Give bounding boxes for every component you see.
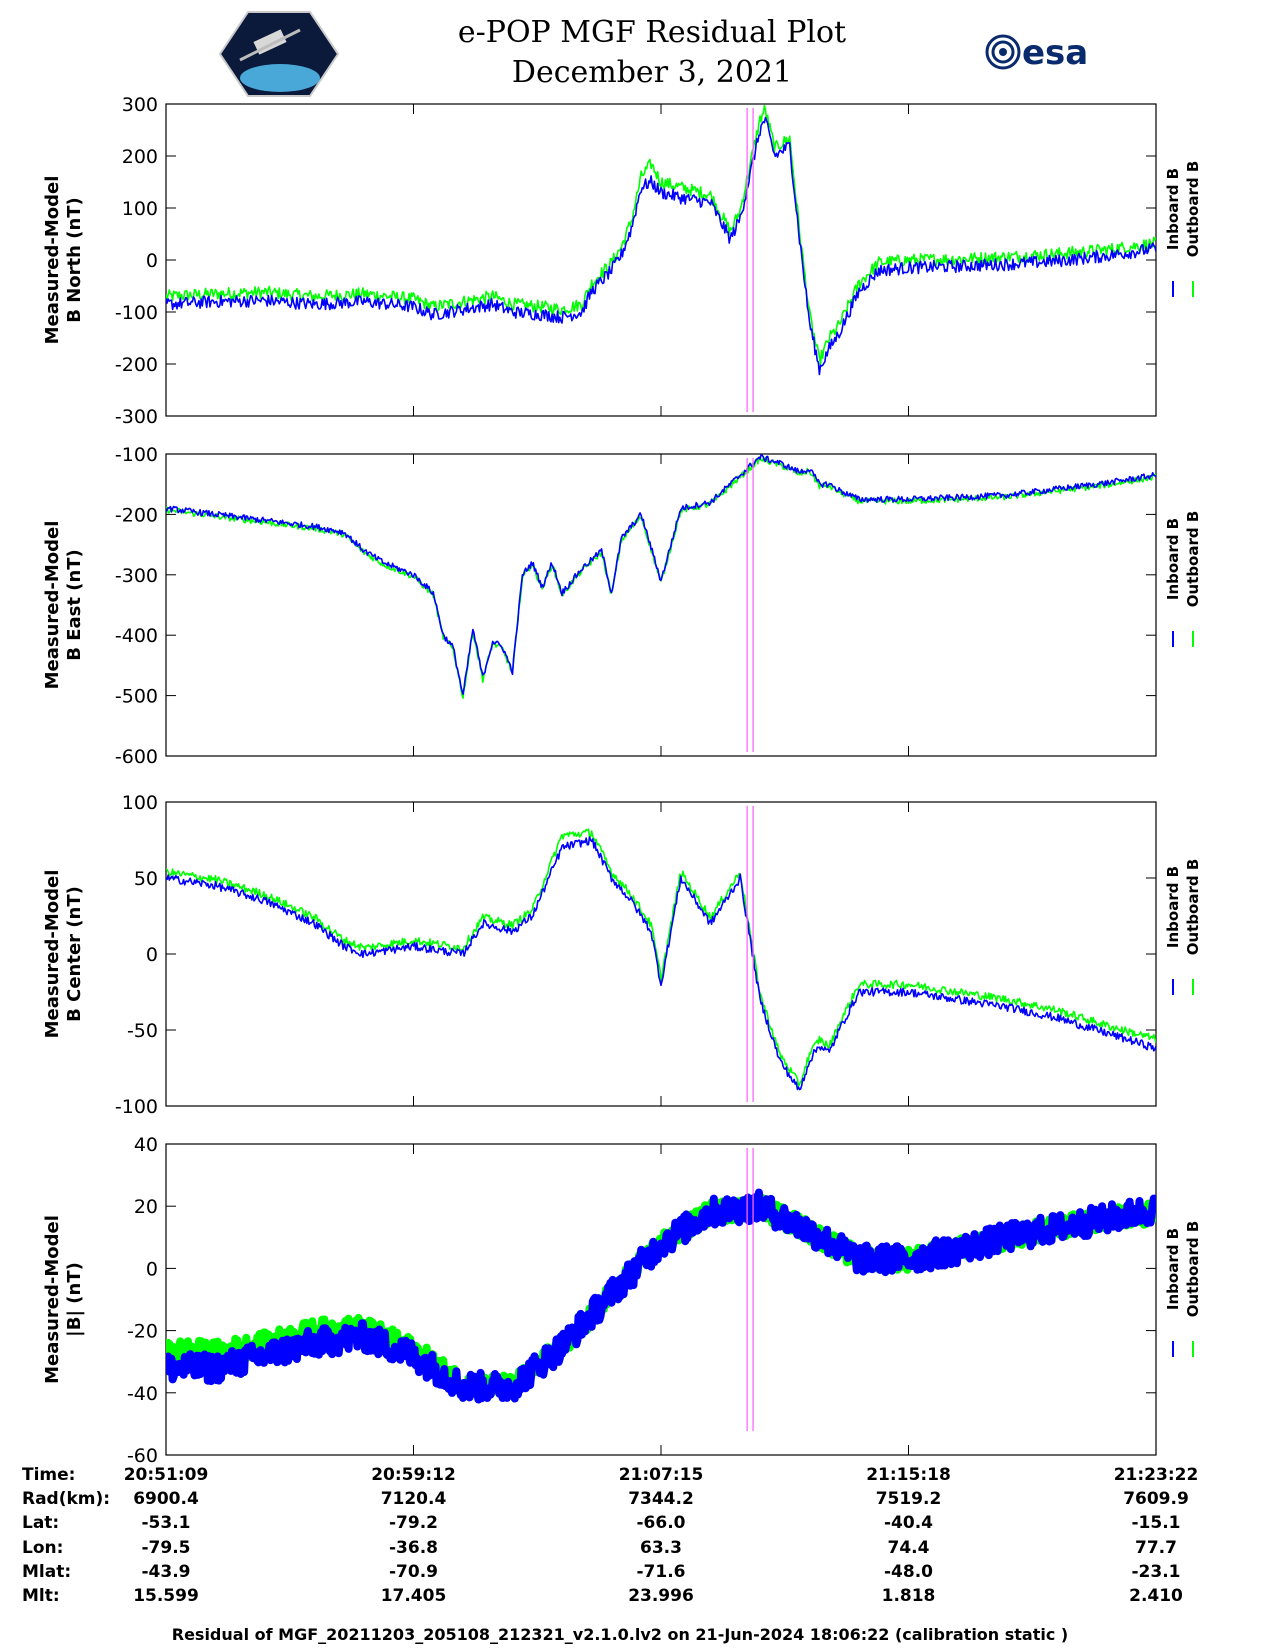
- info-cell: -23.1: [1132, 1562, 1181, 1582]
- info-cell: -15.1: [1132, 1513, 1181, 1533]
- info-cell: 21:07:15: [619, 1465, 704, 1485]
- y-axis-label-line2: B North (nT): [64, 197, 85, 323]
- info-cell: 21:15:18: [866, 1465, 951, 1485]
- info-cell: 23.996: [628, 1586, 694, 1606]
- figure-title-line2: December 3, 2021: [512, 55, 792, 90]
- y-axis-label-line1: Measured-Model: [42, 1215, 63, 1384]
- plot-frame: [165, 453, 1157, 757]
- info-cell: 2.410: [1129, 1586, 1183, 1606]
- info-cell: 74.4: [888, 1538, 930, 1558]
- info-cell: -40.4: [884, 1513, 933, 1533]
- legend-inboard-label: Inboard B: [1164, 168, 1182, 250]
- info-cell: -70.9: [389, 1562, 438, 1582]
- legend-outboard-label: Outboard B: [1184, 511, 1202, 608]
- y-tick-label: -60: [127, 1445, 158, 1467]
- info-row-label: Rad(km):: [22, 1489, 110, 1509]
- esa-logo: esa: [985, 33, 1088, 73]
- info-cell: 17.405: [381, 1586, 447, 1606]
- info-cell: -36.8: [389, 1538, 438, 1558]
- y-tick-label: -400: [115, 625, 158, 647]
- series-line-inboard: [166, 1188, 1156, 1404]
- y-tick-label: -100: [115, 1096, 158, 1118]
- y-tick-label: 100: [122, 198, 158, 220]
- series-line-inboard: [166, 454, 1156, 695]
- figure-title-line1: e-POP MGF Residual Plot: [458, 15, 846, 50]
- legend-inboard-label: Inboard B: [1164, 518, 1182, 600]
- y-tick-label: -300: [115, 565, 158, 587]
- info-cell: 21:23:22: [1114, 1465, 1199, 1485]
- info-row-label: Time:: [22, 1465, 75, 1485]
- y-axis-label-line1: Measured-Model: [42, 521, 63, 690]
- chart-panel-1: 300 200 100 0 -100 -200 -300 Measured-Model B No…: [42, 94, 1202, 428]
- y-tick-label: 0: [146, 944, 158, 966]
- epop-mission-logo: [218, 11, 340, 97]
- chart-panel-3: 100 50 0 -50 -100 Measured-Model B Center (nT)…: [42, 792, 1202, 1118]
- y-axis-label-line1: Measured-Model: [42, 176, 63, 345]
- info-cell: 20:51:09: [124, 1465, 209, 1485]
- info-cell: -48.0: [884, 1562, 933, 1582]
- y-axis-label-line1: Measured-Model: [42, 870, 63, 1039]
- info-row-label: Mlt:: [22, 1586, 60, 1606]
- plot-frame: [165, 801, 1157, 1107]
- y-tick-label: -300: [115, 406, 158, 428]
- y-tick-label: 0: [146, 250, 158, 272]
- info-cell: -79.2: [389, 1513, 438, 1533]
- info-cell: -53.1: [142, 1513, 191, 1533]
- y-axis-label-line2: |B| (nT): [64, 1262, 85, 1337]
- y-tick-label: -20: [127, 1321, 158, 1343]
- y-tick-label: 200: [122, 146, 158, 168]
- y-tick-label: 40: [134, 1134, 158, 1156]
- info-cell: -43.9: [142, 1562, 191, 1582]
- info-cell: -79.5: [142, 1538, 191, 1558]
- plot-frame: [165, 1143, 1157, 1456]
- chart-panel-2: -100 -200 -300 -400 -500 -600 Measured-Model B …: [42, 444, 1202, 768]
- legend-inboard-label: Inboard B: [1164, 1228, 1182, 1310]
- info-cell: 77.7: [1135, 1538, 1177, 1558]
- esa-logo-text: esa: [1022, 33, 1088, 73]
- y-axis-label-line2: B Center (nT): [64, 886, 85, 1022]
- series-line-outboard: [166, 828, 1156, 1087]
- y-tick-label: -50: [127, 1020, 158, 1042]
- y-tick-label: -600: [115, 746, 158, 768]
- y-tick-label: -40: [127, 1383, 158, 1405]
- series-line-inboard: [166, 116, 1156, 376]
- y-tick-label: 0: [146, 1258, 158, 1280]
- series-line-inboard: [166, 836, 1156, 1091]
- info-cell: 7519.2: [876, 1489, 942, 1509]
- y-axis-label-line2: B East (nT): [64, 549, 85, 661]
- info-cell: 6900.4: [133, 1489, 199, 1509]
- legend-outboard-label: Outboard B: [1184, 1221, 1202, 1318]
- info-cell: -66.0: [637, 1513, 686, 1533]
- info-cell: 7120.4: [381, 1489, 447, 1509]
- series-line-outboard: [166, 104, 1156, 366]
- info-row-label: Mlat:: [22, 1562, 71, 1582]
- info-cell: 7609.9: [1123, 1489, 1189, 1509]
- y-tick-label: 300: [122, 94, 158, 116]
- info-row-label: Lon:: [22, 1538, 63, 1558]
- info-cell: 63.3: [640, 1538, 682, 1558]
- esa-swirl-icon: [985, 34, 1021, 70]
- info-cell: 1.818: [882, 1586, 936, 1606]
- y-tick-label: 50: [134, 868, 158, 890]
- y-tick-label: -100: [115, 444, 158, 466]
- chart-panel-4: 40 20 0 -20 -40 -60 Measured-Model |B| (nT) Inbo…: [42, 1134, 1202, 1467]
- footer-caption: Residual of MGF_20211203_205108_212321_v…: [172, 1625, 1068, 1644]
- info-cell: 20:59:12: [371, 1465, 456, 1485]
- info-cell: 7344.2: [628, 1489, 694, 1509]
- y-tick-label: 100: [122, 792, 158, 814]
- legend-outboard-label: Outboard B: [1184, 859, 1202, 956]
- orbit-info-table: Time: Rad(km): Lat: Lon: Mlat: Mlt: 20:51:09 69…: [22, 1465, 1198, 1606]
- legend-outboard-label: Outboard B: [1184, 161, 1202, 258]
- y-tick-label: -500: [115, 686, 158, 708]
- y-tick-label: -200: [115, 354, 158, 376]
- y-tick-label: -200: [115, 504, 158, 526]
- info-cell: -71.6: [637, 1562, 686, 1582]
- legend-inboard-label: Inboard B: [1164, 866, 1182, 948]
- y-tick-label: -100: [115, 302, 158, 324]
- info-row-label: Lat:: [22, 1513, 59, 1533]
- y-tick-label: 20: [134, 1196, 158, 1218]
- info-cell: 15.599: [133, 1586, 199, 1606]
